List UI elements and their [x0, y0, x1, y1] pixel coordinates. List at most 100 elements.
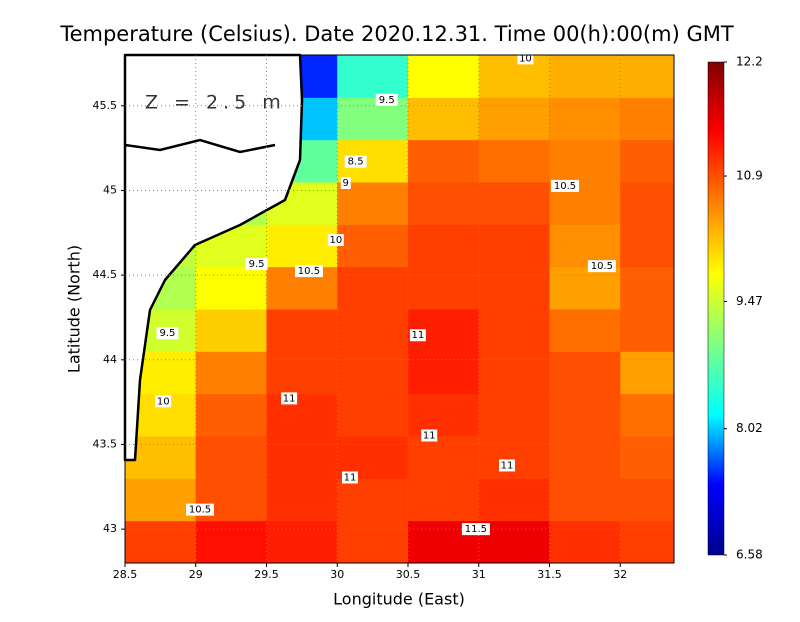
x-tick-label: 28.5: [113, 568, 138, 581]
contour-label-box: [340, 177, 351, 190]
contour-label-box: [245, 258, 268, 271]
chart-title: Temperature (Celsius). Date 2020.12.31. …: [59, 22, 734, 46]
cell: [620, 224, 674, 268]
cell: [549, 436, 621, 479]
contour-label: 8.5: [348, 157, 364, 168]
cell: [478, 478, 550, 522]
cell: [266, 224, 338, 268]
cell: [337, 182, 409, 225]
cell: [407, 97, 480, 141]
contour-label: 11: [283, 393, 296, 404]
cell: [478, 266, 550, 310]
contour-label: 10.5: [298, 266, 320, 277]
cell: [266, 351, 338, 395]
cell: [407, 266, 480, 310]
plot-frame: [124, 54, 675, 564]
contour-label-box: [499, 459, 516, 472]
x-tick-label: 31: [472, 568, 486, 581]
x-tick-label: 31.5: [537, 568, 562, 581]
contour-label: 11: [423, 430, 436, 441]
cell: [620, 309, 674, 352]
contour-label: 10: [519, 53, 532, 64]
cell: [337, 55, 409, 98]
cell: [407, 139, 480, 183]
contour-label-box: [341, 471, 358, 484]
contour-label: 11: [412, 330, 425, 341]
cell: [620, 182, 674, 225]
cell: [620, 393, 674, 437]
cell: [266, 393, 338, 437]
cell: [478, 436, 550, 479]
cell: [620, 266, 674, 310]
cell: [407, 393, 480, 437]
field: [125, 55, 674, 563]
x-tick-label: 29.5: [254, 568, 279, 581]
cell: [407, 351, 480, 395]
cell: [125, 520, 197, 563]
contour-label: 9: [343, 178, 349, 189]
contour-label: 10.5: [189, 505, 211, 516]
cell: [337, 393, 409, 437]
cell: [478, 309, 550, 352]
cell: [266, 436, 338, 479]
cell: [620, 97, 674, 141]
cell: [620, 139, 674, 183]
cell: [266, 309, 338, 352]
contour-label: 9.5: [379, 95, 395, 106]
cell: [407, 55, 480, 98]
contour-label-box: [344, 155, 367, 168]
x-tick-label: 29: [189, 568, 203, 581]
contour-label: 11.5: [465, 524, 487, 535]
y-tick-label: 43.5: [93, 437, 118, 450]
contour-label-box: [156, 327, 179, 340]
cell: [337, 309, 409, 352]
contour-label: 10: [157, 396, 170, 407]
coastline: [124, 138, 276, 154]
cell: [478, 139, 550, 183]
colorbar-tick-label: 9.47: [736, 294, 763, 308]
contour-label-box: [375, 93, 398, 106]
contour-label-box: [551, 179, 580, 192]
colorbar-tick-label: 10.9: [736, 169, 763, 183]
cell: [478, 182, 550, 225]
colorbar-tick-label: 6.58: [736, 548, 763, 562]
contour-label-box: [587, 260, 616, 273]
cell: [195, 393, 267, 437]
contour-label-box: [327, 234, 344, 247]
cell: [337, 97, 409, 141]
cell: [195, 520, 267, 563]
cell: [195, 436, 267, 479]
y-tick-label: 45: [103, 183, 117, 196]
cell: [125, 478, 197, 522]
cell: [549, 55, 621, 98]
cell: [195, 266, 267, 310]
cell: [478, 224, 550, 268]
cell: [549, 97, 621, 141]
x-tick-label: 30: [330, 568, 344, 581]
cell: [337, 266, 409, 310]
cell: [549, 478, 621, 522]
cell: [549, 266, 621, 310]
contour-label-box: [409, 329, 426, 342]
x-tick-label: 32: [613, 568, 627, 581]
contour-label: 9.5: [159, 328, 175, 339]
depth-annotation: Z = 2.5 m: [145, 92, 286, 114]
contour-label: 9.5: [249, 259, 265, 270]
contour-label: 10.5: [591, 261, 613, 272]
cell: [407, 478, 480, 522]
y-tick-label: 45.5: [93, 99, 118, 112]
cell: [266, 478, 338, 522]
x-tick-label: 30.5: [396, 568, 421, 581]
cell: [549, 393, 621, 437]
contour-label-box: [461, 523, 490, 536]
contour-label: 10: [329, 235, 342, 246]
land: [123, 53, 304, 462]
contour-label: 10.5: [554, 181, 576, 192]
cell: [478, 55, 550, 98]
contour-label: 11: [501, 460, 514, 471]
cell: [337, 351, 409, 395]
cell: [337, 520, 409, 563]
cell: [195, 309, 267, 352]
colorbar: [707, 61, 725, 556]
